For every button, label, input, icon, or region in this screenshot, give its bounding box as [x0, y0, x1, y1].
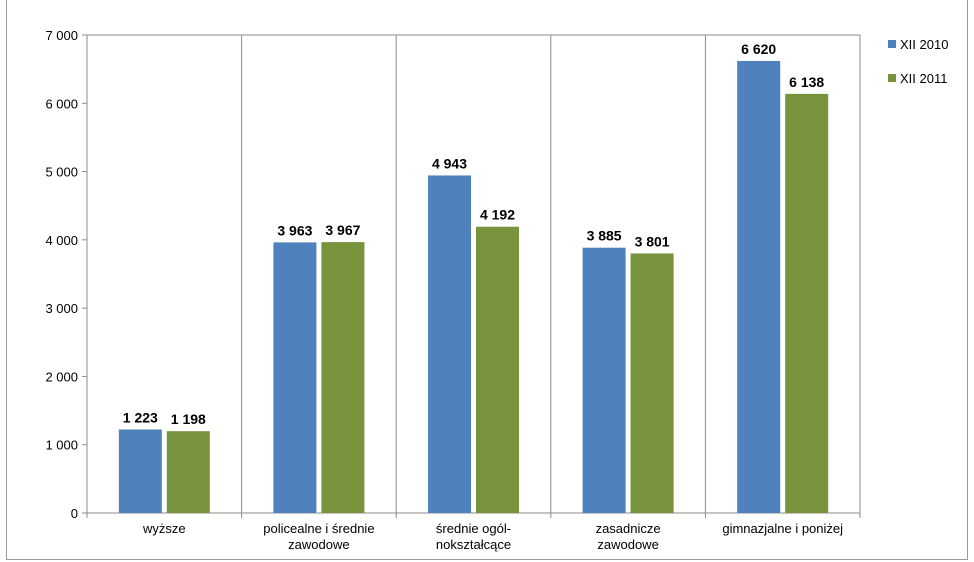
y-tick-label: 7 000	[45, 28, 78, 43]
bar-xii-2011	[166, 431, 210, 513]
data-label: 3 801	[635, 233, 670, 249]
legend-item-xii-2011: XII 2011	[888, 70, 948, 86]
x-tick-label: zasadnicze zawodowe	[596, 521, 661, 552]
bar-xii-2010	[273, 242, 317, 513]
y-tick-label: 2 000	[45, 369, 78, 384]
data-label: 3 885	[587, 228, 622, 244]
bar-xii-2010	[737, 60, 781, 513]
x-tick-label-line: wyższe	[142, 521, 186, 536]
y-tick-label: 0	[71, 506, 78, 521]
data-labels: 1 223 3 963 4 943 3 885 6 620 1 198 3 967 4 192…	[123, 41, 825, 427]
y-tick-label: 6 000	[45, 96, 78, 111]
data-label: 6 138	[789, 74, 824, 90]
data-label: 3 967	[325, 222, 360, 238]
bar-xii-2011	[630, 253, 674, 514]
bar-xii-2010	[428, 175, 471, 513]
legend-item-xii-2010: XII 2010	[888, 36, 948, 52]
x-tick-label-line: policealne i średnie	[263, 521, 374, 536]
bar-xii-2011	[476, 226, 519, 514]
bar-xii-2010	[582, 247, 626, 513]
bars	[118, 60, 829, 514]
bar-xii-2010	[118, 429, 162, 513]
x-tick-label: średnie ogól-nokształcące	[436, 521, 511, 552]
grid	[87, 34, 861, 513]
data-label: 1 223	[123, 409, 158, 425]
y-tick-label: 5 000	[45, 165, 78, 180]
legend-swatch-xii-2010	[888, 40, 896, 48]
data-label: 1 198	[171, 411, 206, 427]
axes: 0 1 000 2 000 3 000 4 000 5 000 6 000 7 000 wyżs…	[45, 28, 861, 552]
data-label: 4 192	[480, 207, 515, 223]
legend-label-xii-2010: XII 2010	[900, 36, 949, 52]
legend-swatch-xii-2011	[888, 74, 896, 82]
x-tick-label: policealne i średnie zawodowe	[263, 521, 374, 552]
y-tick-label: 1 000	[45, 438, 78, 453]
x-tick-label: wyższe	[142, 521, 186, 536]
bar-xii-2011	[785, 93, 829, 513]
x-tick-label-line: zawodowe	[597, 537, 658, 552]
x-tick-label-line: gimnazjalne i poniżej	[722, 521, 843, 536]
data-label: 4 943	[432, 155, 467, 171]
x-tick-label-line: zawodowe	[288, 537, 349, 552]
legend-label-xii-2011: XII 2011	[900, 70, 948, 86]
data-label: 6 620	[741, 41, 776, 57]
bar-xii-2011	[321, 242, 365, 513]
x-tick-label: gimnazjalne i poniżej	[722, 521, 843, 536]
y-tick-label: 4 000	[45, 233, 78, 248]
legend: XII 2010 XII 2011	[888, 36, 948, 104]
x-tick-label-line: średnie ogól-	[436, 521, 511, 536]
data-label: 3 963	[277, 222, 312, 238]
x-tick-label-line: zasadnicze	[596, 521, 661, 536]
y-tick-label: 3 000	[45, 301, 78, 316]
x-tick-label-line: nokształcące	[436, 537, 511, 552]
